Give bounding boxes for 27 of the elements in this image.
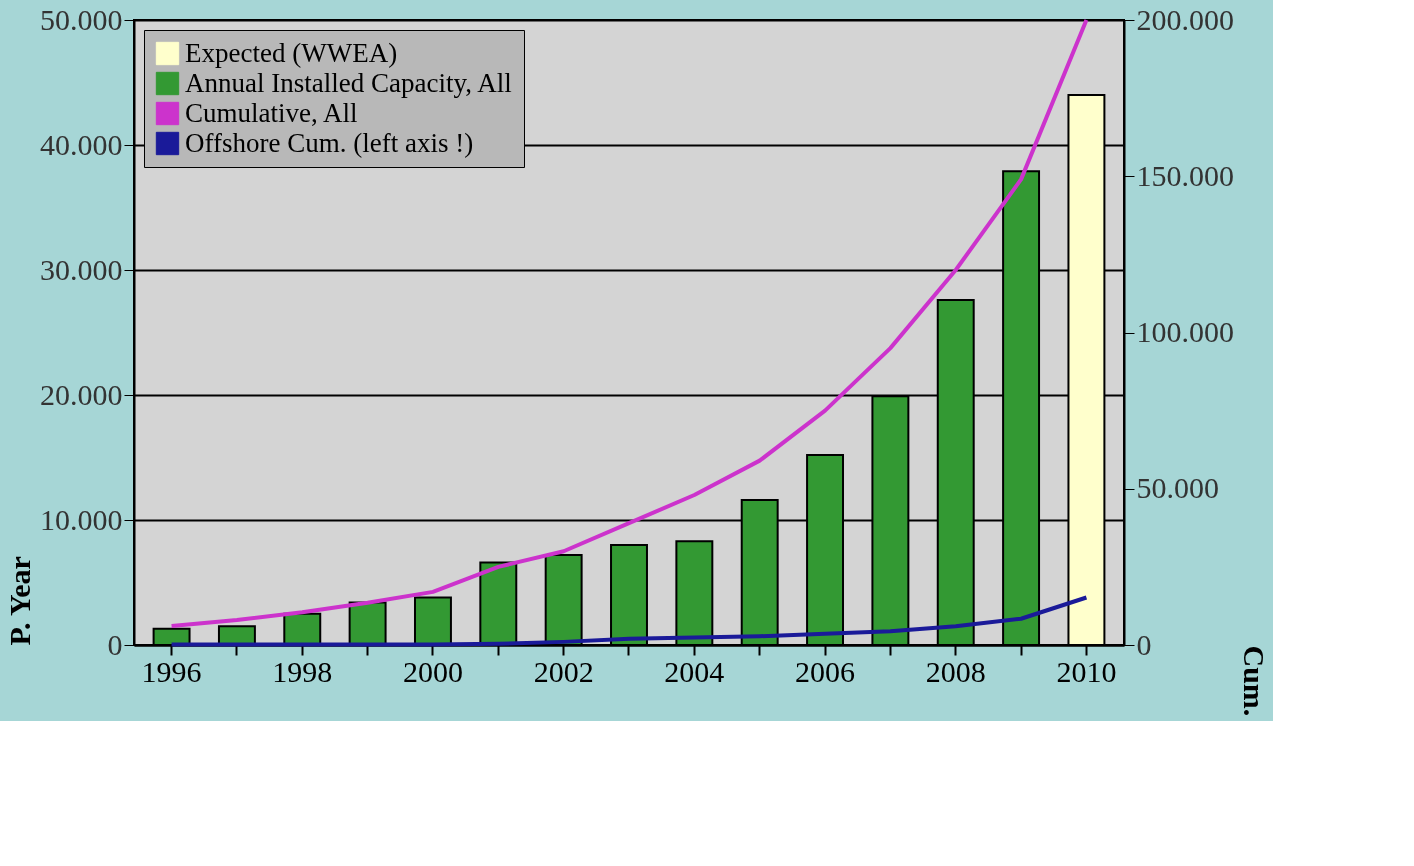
x-tick-label: 2006 — [795, 654, 856, 688]
x-tick-label: 2004 — [664, 654, 725, 688]
y-tick-label: 10.000 — [40, 502, 123, 536]
legend-label: Offshore Cum. (left axis !) — [185, 127, 474, 158]
y-tick-label: 50.000 — [40, 2, 123, 36]
y2-tick-label: 100.000 — [1136, 315, 1234, 348]
legend-label: Annual Installed Capacity, All — [185, 67, 512, 98]
y-tick-label: 40.000 — [40, 127, 123, 161]
y2-tick-label: 150.000 — [1136, 158, 1234, 192]
y2-tick-label: 0 — [1136, 627, 1152, 661]
y-tick-label: 20.000 — [40, 377, 123, 411]
legend-label: Cumulative, All — [185, 97, 358, 128]
y2-tick-label: 200.000 — [1136, 2, 1234, 36]
x-tick-label: 1998 — [272, 654, 333, 688]
y2-tick-label: 50.000 — [1136, 471, 1219, 505]
x-tick-label: 2000 — [402, 654, 463, 688]
line-series — [169, 595, 1089, 647]
x-tick-label: 2008 — [925, 654, 986, 688]
line-series — [169, 18, 1089, 628]
y2-axis-title: Cum. — [1238, 645, 1271, 717]
x-tick-label: 2010 — [1056, 654, 1117, 688]
y-tick-label: 0 — [107, 627, 123, 661]
legend-label: Expected (WWEA) — [185, 37, 398, 68]
y-axis-title: P. Year — [3, 556, 36, 646]
x-tick-label: 1996 — [141, 654, 202, 688]
x-tick-label: 2002 — [533, 654, 594, 688]
y-tick-label: 30.000 — [40, 252, 123, 286]
